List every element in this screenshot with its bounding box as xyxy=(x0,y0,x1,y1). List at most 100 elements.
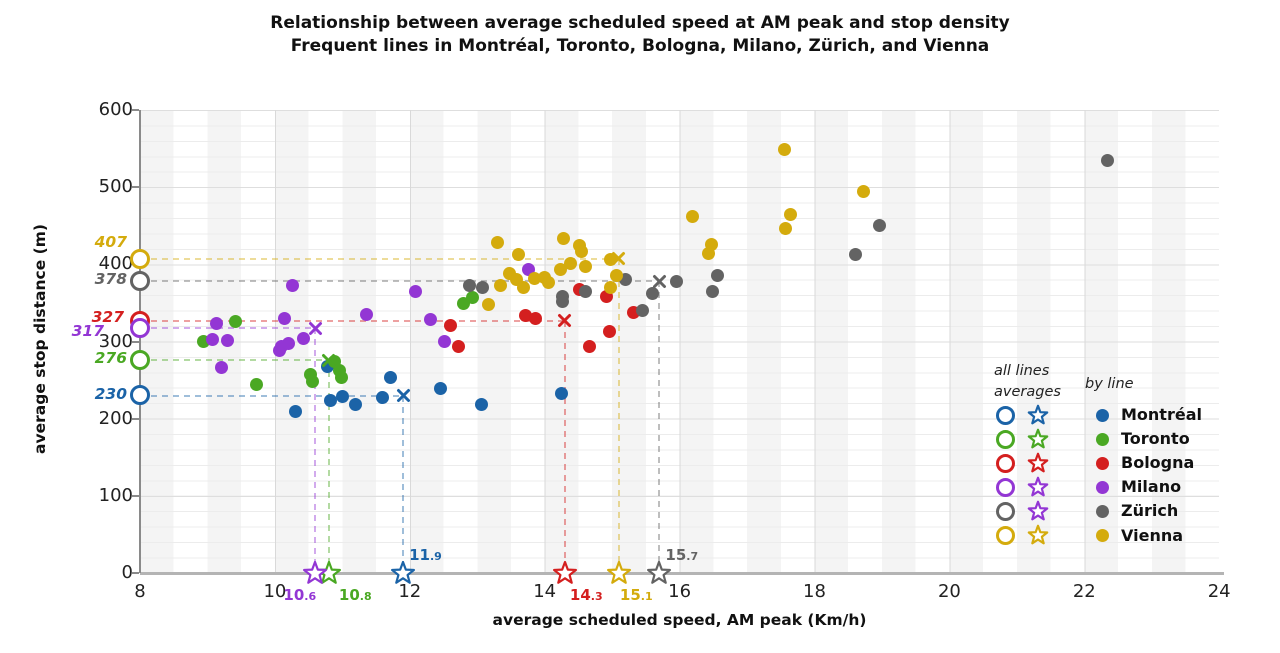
point-zurich xyxy=(636,304,649,318)
mean-y-label-toronto: 276 xyxy=(94,349,127,367)
mean-cross-milano xyxy=(308,321,323,336)
mean-y-label-vienna: 407 xyxy=(94,232,127,251)
point-zurich xyxy=(710,269,724,283)
point-milano xyxy=(437,335,451,348)
point-vienna xyxy=(779,221,792,235)
legend-city-label-montreal: Montréal xyxy=(1121,405,1202,424)
legend-avg-star-milano xyxy=(1027,476,1049,498)
point-montreal xyxy=(288,405,302,419)
x-tick-label: 8 xyxy=(134,581,146,602)
point-vienna xyxy=(493,279,507,293)
point-bologna xyxy=(528,311,542,325)
plot-area: 0 100 200 300 400 500 600 8 10 12 14 16 18 20 22 24 230 1… xyxy=(72,99,1231,604)
point-montreal xyxy=(376,390,390,404)
mean-vline-bologna xyxy=(563,320,566,573)
legend-dot-montreal xyxy=(1095,408,1109,422)
y-tick-mark xyxy=(132,340,139,343)
point-milano xyxy=(360,308,374,321)
point-montreal xyxy=(555,386,569,400)
point-toronto xyxy=(334,370,348,384)
y-tick-label: 500 xyxy=(98,176,133,198)
x-tick-label: 22 xyxy=(1072,581,1096,602)
point-bologna xyxy=(603,325,616,338)
mean-y-label-montreal: 230 xyxy=(94,384,127,403)
point-vienna xyxy=(491,235,504,249)
legend-avg-circle-milano xyxy=(995,477,1015,497)
point-vienna xyxy=(783,207,797,221)
chart-subtitle: Frequent lines in Montréal, Toronto, Bol… xyxy=(290,36,990,56)
point-bologna xyxy=(443,318,457,332)
x-tick-label: 14 xyxy=(533,581,557,602)
legend-avg-star-montreal xyxy=(1027,404,1049,426)
mean-x-label-bologna: 14.3 xyxy=(569,586,603,604)
point-montreal xyxy=(335,389,349,403)
point-vienna xyxy=(481,298,495,311)
point-vienna xyxy=(610,269,624,283)
point-zurich xyxy=(475,281,489,294)
legend-avg-star-bologna xyxy=(1027,452,1049,474)
point-zurich xyxy=(646,287,660,301)
legend-dot-toronto xyxy=(1095,432,1109,446)
mean-star-bologna xyxy=(552,560,578,586)
mean-vline-zurich xyxy=(658,281,661,573)
point-milano xyxy=(424,313,438,327)
point-zurich xyxy=(669,274,683,288)
y-tick-label: 0 xyxy=(121,562,133,583)
y-tick-mark xyxy=(132,494,139,497)
mean-x-label-toronto: 10.8 xyxy=(338,586,372,604)
mean-y-label-milano: 317 xyxy=(71,322,104,341)
point-vienna xyxy=(542,275,556,289)
point-zurich xyxy=(463,279,477,293)
point-milano xyxy=(209,316,223,330)
x-tick-label: 18 xyxy=(803,581,826,602)
mean-cross-bologna xyxy=(557,313,572,328)
legend-avg-star-vienna xyxy=(1027,524,1049,546)
point-vienna xyxy=(516,281,530,294)
point-vienna xyxy=(685,210,699,223)
mean-circle-milano xyxy=(129,318,150,339)
point-vienna xyxy=(857,184,871,198)
point-zurich xyxy=(706,284,720,298)
legend-dot-bologna xyxy=(1095,456,1109,470)
mean-x-label-milano: 10.6 xyxy=(283,586,317,604)
mean-hline-zurich xyxy=(140,280,660,283)
point-milano xyxy=(277,311,291,325)
legend-avg-star-toronto xyxy=(1027,428,1049,450)
point-vienna xyxy=(575,244,589,258)
mean-x-label-zurich: 15.7 xyxy=(665,546,699,564)
point-zurich xyxy=(873,219,887,233)
legend-avg-star-zurich xyxy=(1027,500,1049,522)
legend-avg-circle-zurich xyxy=(995,501,1015,521)
legend-dot-vienna xyxy=(1095,529,1109,542)
mean-star-vienna xyxy=(606,560,632,586)
point-toronto xyxy=(228,314,242,328)
legend-city-label-zurich: Zürich xyxy=(1121,501,1179,521)
mean-cross-toronto xyxy=(321,353,336,368)
mean-y-label-bologna: 327 xyxy=(91,307,124,326)
point-milano xyxy=(215,360,229,374)
point-toronto xyxy=(466,291,479,304)
mean-hline-milano xyxy=(140,327,316,330)
mean-star-milano xyxy=(302,560,328,586)
point-milano xyxy=(281,336,295,350)
point-bologna xyxy=(583,340,597,354)
point-milano xyxy=(206,332,220,346)
legend-avg-circle-vienna xyxy=(995,526,1015,545)
point-vienna xyxy=(528,271,542,285)
point-vienna xyxy=(578,260,592,274)
mean-circle-toronto xyxy=(129,349,150,370)
mean-hline-vienna xyxy=(140,257,619,260)
point-toronto xyxy=(250,378,264,392)
point-vienna xyxy=(511,247,525,261)
mean-cross-zurich xyxy=(652,274,667,289)
point-toronto xyxy=(306,375,320,389)
point-montreal xyxy=(384,370,398,384)
legend-byline-title: by line xyxy=(1085,376,1134,392)
mean-x-label-montreal: 11.9 xyxy=(409,546,442,564)
legend-city-label-milano: Milano xyxy=(1121,477,1182,497)
point-zurich xyxy=(578,284,592,298)
point-zurich xyxy=(848,247,862,261)
y-tick-mark xyxy=(132,109,139,111)
mean-star-montreal xyxy=(390,560,416,586)
point-vienna xyxy=(604,281,618,294)
